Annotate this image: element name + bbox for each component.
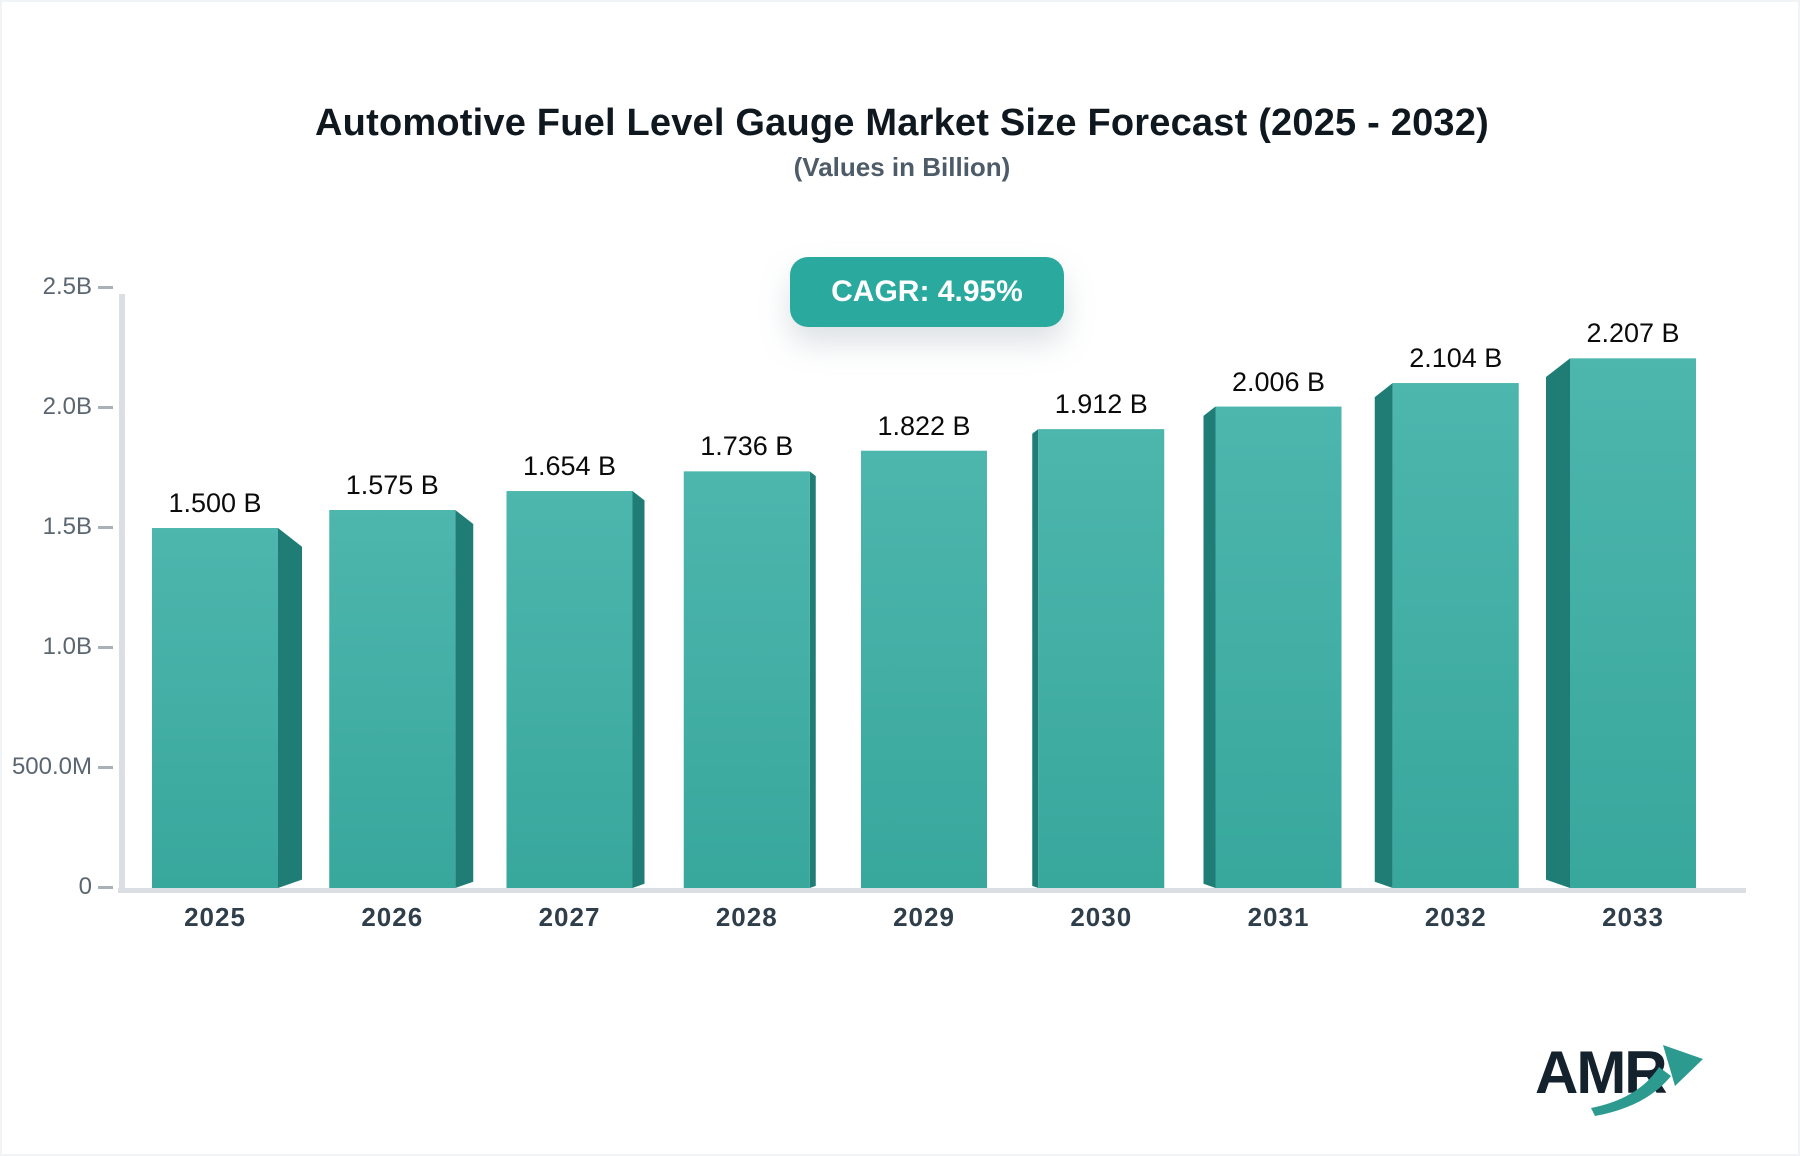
amr-logo: AMR — [1517, 1032, 1747, 1127]
bar-side-face — [455, 510, 474, 888]
y-axis-label: 0 — [78, 873, 92, 900]
chart-subtitle: (Values in Billion) — [793, 152, 1011, 182]
y-axis-label: 2.5B — [42, 273, 92, 300]
bar — [329, 510, 456, 888]
x-axis-label: 2026 — [361, 902, 424, 932]
y-tick-mark — [98, 886, 113, 889]
bar-side-face — [1032, 429, 1039, 888]
bar-value-label: 1.575 B — [345, 470, 439, 500]
bar-value-label: 1.500 B — [168, 488, 262, 518]
x-axis-label: 2032 — [1424, 902, 1487, 932]
y-tick-mark — [98, 526, 113, 529]
bar — [506, 491, 633, 888]
bar — [1570, 358, 1696, 888]
bar-side-face — [1546, 358, 1570, 888]
bar-value-label: 2.006 B — [1231, 366, 1326, 397]
bar-value-label: 2.104 B — [1409, 343, 1503, 374]
bar-value-label: 2.207 B — [1586, 318, 1680, 349]
bar-side-face — [278, 528, 302, 888]
bar — [683, 471, 810, 888]
y-tick-mark — [98, 646, 113, 649]
bar-value-label: 1.822 B — [877, 410, 971, 441]
bar — [861, 450, 987, 888]
bar — [1392, 383, 1519, 888]
cagr-badge: CAGR: 4.95% — [790, 257, 1064, 327]
bar-value-label: 1.654 B — [522, 451, 617, 482]
bar-side-face — [809, 471, 816, 888]
bar-side-face — [1203, 406, 1216, 888]
y-axis-line — [119, 294, 125, 888]
bar — [1038, 429, 1165, 888]
bar — [1215, 406, 1342, 888]
bar — [152, 528, 278, 888]
x-axis-label: 2028 — [715, 902, 778, 932]
x-axis-label: 2027 — [538, 902, 601, 932]
x-axis-label: 2029 — [893, 902, 955, 932]
y-axis-label: 1.5B — [42, 513, 92, 540]
y-axis-label: 500.0M — [11, 753, 92, 780]
x-axis-label: 2025 — [184, 902, 246, 932]
y-tick-mark — [98, 766, 113, 769]
y-axis-label: 2.0B — [42, 393, 92, 420]
bar-side-face — [632, 491, 645, 888]
bar-side-face — [1374, 383, 1393, 888]
x-axis-label: 2030 — [1070, 902, 1133, 932]
x-axis-line — [118, 888, 1746, 893]
chart-title: Automotive Fuel Level Gauge Market Size … — [315, 102, 1489, 144]
bar-value-label: 1.912 B — [1054, 389, 1148, 420]
bar-value-label: 1.736 B — [700, 431, 794, 462]
y-axis-label: 1.0B — [42, 633, 92, 660]
y-tick-mark — [98, 406, 113, 409]
growth-arrow-icon — [1591, 1045, 1703, 1116]
y-tick-mark — [98, 286, 113, 289]
x-axis-label: 2033 — [1602, 902, 1664, 932]
x-axis-label: 2031 — [1247, 902, 1310, 932]
